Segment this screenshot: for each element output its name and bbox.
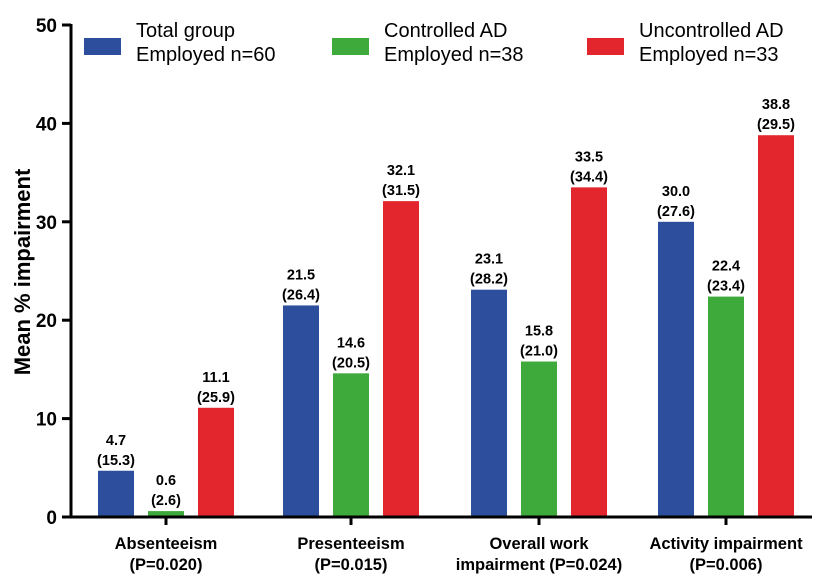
legend-swatch [587, 38, 624, 55]
data-label: (20.5) [332, 355, 370, 371]
x-tick-label: Presenteeism [297, 535, 404, 553]
bar [571, 187, 607, 518]
bar [383, 201, 419, 518]
y-axis-title: Mean % impairment [10, 168, 35, 375]
legend-label: Controlled AD [384, 20, 507, 42]
bar [521, 361, 557, 517]
y-tick-label: 50 [36, 16, 57, 37]
data-label: (23.4) [707, 279, 745, 295]
data-label: 21.5 [287, 267, 315, 283]
y-tick-label: 10 [36, 410, 57, 431]
legend-label: Employed n=60 [136, 44, 276, 66]
data-label: 33.5 [575, 149, 603, 165]
data-label: 32.1 [387, 163, 415, 179]
x-tick-label: (P=0.015) [315, 556, 388, 574]
data-label: 4.7 [106, 433, 126, 449]
data-label: (34.4) [570, 169, 608, 185]
x-tick-label: (P=0.006) [690, 556, 763, 574]
data-label: (25.9) [197, 390, 235, 406]
x-tick-label: Activity impairment [649, 535, 803, 553]
data-label: 11.1 [202, 370, 229, 386]
bar [148, 511, 184, 517]
bar [333, 373, 369, 517]
x-tick-label: (P=0.020) [130, 556, 203, 574]
data-label: 0.6 [156, 473, 176, 489]
data-label: (29.5) [757, 117, 795, 133]
data-label: (31.5) [382, 183, 420, 199]
data-label: 23.1 [475, 252, 503, 268]
data-label: (2.6) [151, 493, 181, 509]
data-label: 15.8 [525, 324, 553, 340]
x-tick-label: Absenteeism [115, 535, 218, 553]
data-label: 30.0 [662, 184, 690, 200]
bar [98, 470, 134, 517]
legend-label: Total group [136, 20, 235, 42]
bar [283, 305, 319, 517]
x-tick-label: impairment (P=0.024) [456, 556, 622, 574]
y-tick-label: 0 [46, 508, 57, 529]
legend-swatch [332, 38, 369, 55]
legend-label: Employed n=33 [639, 44, 779, 66]
bar [198, 407, 234, 517]
data-label: 14.6 [337, 335, 365, 351]
y-tick-label: 30 [36, 213, 57, 234]
legend-label: Uncontrolled AD [639, 20, 784, 42]
data-label: 38.8 [762, 97, 790, 113]
data-label: (28.2) [470, 272, 508, 288]
y-tick-label: 20 [36, 311, 57, 332]
data-label: (21.0) [520, 344, 558, 360]
data-label: (27.6) [657, 204, 695, 220]
bar [708, 296, 744, 517]
y-tick-label: 40 [36, 114, 57, 135]
bar [758, 135, 794, 517]
data-label: (26.4) [282, 287, 320, 303]
bar [658, 221, 694, 518]
legend-label: Employed n=38 [384, 44, 524, 66]
bar [471, 289, 507, 517]
data-label: 22.4 [712, 259, 740, 275]
x-tick-label: Overall work [489, 535, 589, 553]
legend-swatch [84, 38, 121, 55]
data-label: (15.3) [97, 453, 135, 469]
